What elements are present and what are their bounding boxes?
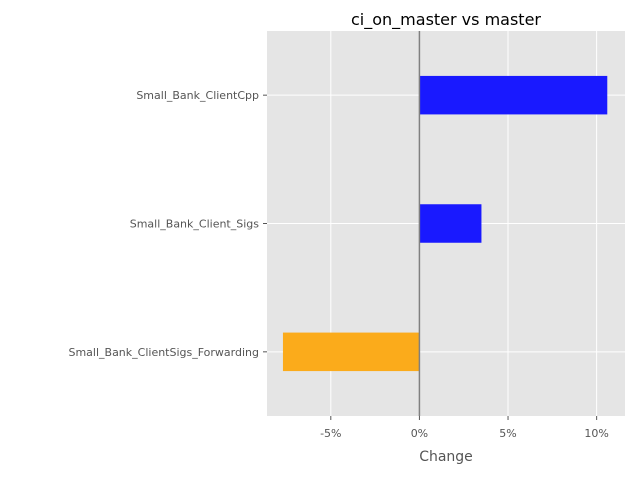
x-ticks: -5% 0% 5% 10% <box>320 416 609 440</box>
y-tick-label: Small_Bank_ClientCpp <box>136 89 259 102</box>
y-ticks: Small_Bank_ClientCpp Small_Bank_Client_Si… <box>68 89 267 359</box>
bar-Small_Bank_ClientSigs_Forwarding <box>282 332 420 372</box>
bar-Small_Bank_ClientCpp <box>419 75 608 115</box>
chart-title: ci_on_master vs master <box>351 10 541 30</box>
x-tick-label: -5% <box>320 427 341 440</box>
x-tick-label: 5% <box>499 427 516 440</box>
bars <box>282 75 608 372</box>
x-tick-label: 10% <box>584 427 608 440</box>
y-tick-label: Small_Bank_Client_Sigs <box>130 218 260 231</box>
bar-Small_Bank_Client_Sigs <box>419 204 482 243</box>
x-axis-label: Change <box>419 449 473 465</box>
x-tick-label: 0% <box>411 427 428 440</box>
y-tick-label: Small_Bank_ClientSigs_Forwarding <box>68 346 259 359</box>
